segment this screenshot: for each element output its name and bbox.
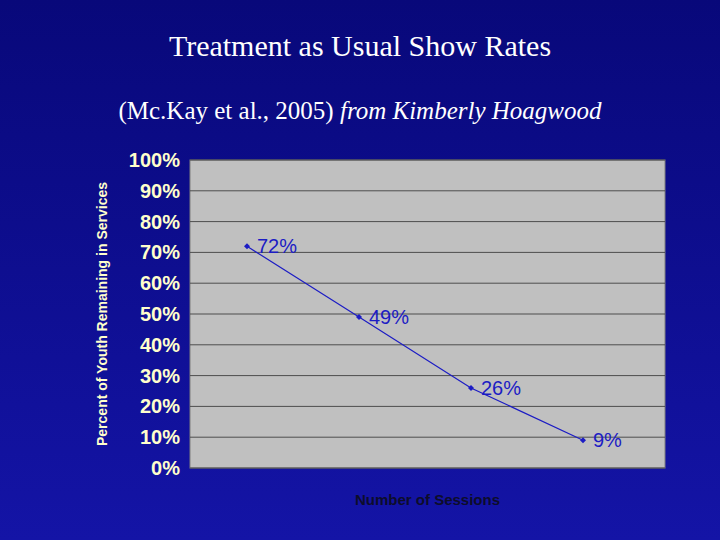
subtitle: (Mc.Kay et al., 2005) [118, 97, 339, 125]
data-group [244, 243, 586, 443]
grid-line [190, 160, 665, 161]
y-tick-label: 40% [140, 334, 180, 356]
data-point [468, 385, 474, 391]
data-point [356, 314, 362, 320]
subtitle-line: (Mc.Kay et al., 2005) from Kimberly Hoag… [118, 97, 602, 125]
y-tick-label: 70% [140, 241, 180, 263]
grid-line [190, 221, 665, 222]
x-axis-label: Number of Sessions [355, 491, 500, 508]
y-tick-label: 90% [140, 180, 180, 202]
y-axis-label: Percent of Youth Remaining in Services [94, 182, 110, 446]
data-label: 49% [369, 306, 409, 328]
annotation: from Kimberly Hoagwood [340, 97, 602, 124]
title: Treatment as Usual Show Rates [169, 29, 551, 62]
data-point [244, 243, 250, 249]
grid-line [190, 468, 665, 469]
background [0, 0, 720, 540]
data-label: 72% [257, 235, 297, 257]
grid-line [190, 375, 665, 376]
grid-line [190, 314, 665, 315]
data-point [580, 437, 586, 443]
y-tick-label: 50% [140, 303, 180, 325]
data-line [247, 246, 583, 440]
grid-line [190, 283, 665, 284]
grid-line [190, 344, 665, 345]
data-label: 9% [593, 429, 622, 451]
y-tick-label: 10% [140, 426, 180, 448]
y-tick-label: 20% [140, 395, 180, 417]
y-tick-label: 30% [140, 365, 180, 387]
slide: Treatment as Usual Show Rates (Mc.Kay et … [0, 0, 720, 540]
y-tick-label: 100% [129, 149, 180, 171]
y-tick-label: 0% [151, 457, 180, 479]
y-tick-label: 80% [140, 211, 180, 233]
y-tick-label: 60% [140, 272, 180, 294]
data-label: 26% [481, 377, 521, 399]
grid-line [190, 190, 665, 191]
plot-area [190, 160, 665, 468]
grid-line [190, 406, 665, 407]
